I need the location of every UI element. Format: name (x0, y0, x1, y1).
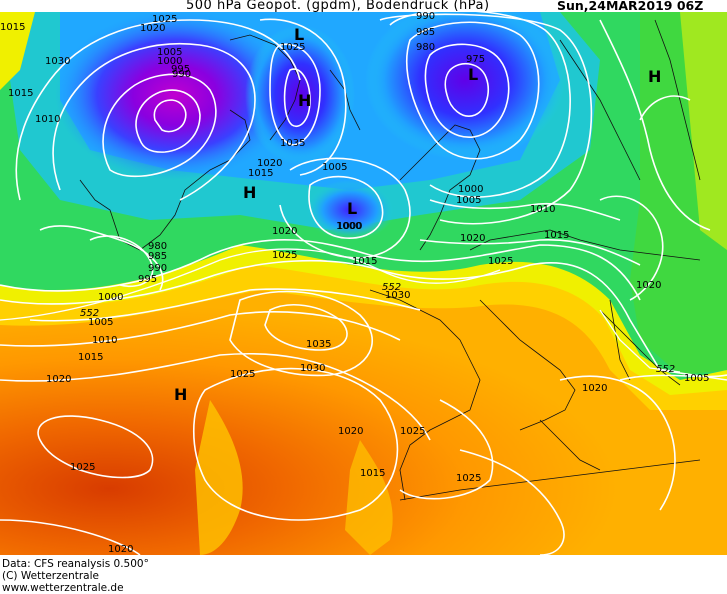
pressure-label: 1030 (385, 290, 410, 301)
pressure-label: 1025 (280, 42, 305, 53)
pressure-label: 1030 (45, 56, 70, 67)
pressure-label: 1000 (337, 221, 362, 232)
pressure-label: 990 (172, 69, 191, 80)
copyright: (C) Wetterzentrale (2, 570, 99, 582)
pressure-label: 1020 (272, 226, 297, 237)
pressure-label: 1015 (248, 168, 273, 179)
pressure-label: 1025 (272, 250, 297, 261)
pressure-label: 990 (416, 11, 435, 22)
map-area (0, 0, 727, 555)
pressure-label: 1020 (140, 23, 165, 34)
geopotential-label: 552 (382, 282, 401, 293)
pressure-label: 1025 (456, 473, 481, 484)
high-pressure-center: H (648, 67, 661, 86)
geopotential-552 (0, 248, 681, 373)
high-pressure-center: H (243, 183, 256, 202)
isobars (0, 9, 727, 556)
geopotential-labels: 552 552 552 (80, 282, 675, 375)
pressure-label: 1000 (336, 221, 361, 232)
pressure-label: 1005 (88, 317, 113, 328)
pressure-label: 1015 (78, 352, 103, 363)
geopotential-label: 552 (656, 364, 675, 375)
pressure-label: 975 (466, 54, 485, 65)
pressure-label: 1020 (108, 544, 133, 555)
pressure-label: 1005 (684, 373, 709, 384)
low-pressure-center: L (468, 65, 478, 84)
pressure-label: 995 (171, 64, 190, 75)
pressure-label: 1020 (257, 158, 282, 169)
map-title: 500 hPa Geopot. (gpdm), Bodendruck (hPa) (186, 0, 490, 13)
pressure-label: 1005 (322, 162, 347, 173)
pressure-label: 1025 (230, 369, 255, 380)
pressure-label: 1025 (152, 14, 177, 25)
pressure-label: 1025 (400, 426, 425, 437)
pressure-label: 1020 (46, 374, 71, 385)
pressure-label: 980 (416, 42, 435, 53)
pressure-label: 1035 (306, 339, 331, 350)
high-pressure-center: H (298, 91, 311, 110)
pressure-label: 1010 (92, 335, 117, 346)
pressure-label: 1015 (352, 256, 377, 267)
pressure-labels: 1025102010051000995990103010151010102510… (0, 11, 709, 555)
low-pressure-center: L (347, 199, 357, 218)
pressure-label: 1005 (456, 195, 481, 206)
pressure-label: 1015 (8, 88, 33, 99)
pressure-label: 1005 (157, 47, 182, 58)
pressure-label: 995 (138, 274, 157, 285)
pressure-label: 1035 (280, 138, 305, 149)
low-pressure-center: L (294, 25, 304, 44)
data-source: Data: CFS reanalysis 0.500° (2, 558, 149, 570)
pressure-label: 1025 (488, 256, 513, 267)
geopotential-label: 552 (80, 308, 99, 319)
pressure-label: 1025 (70, 462, 95, 473)
pressure-label: 1015 (544, 230, 569, 241)
pressure-label: 985 (148, 251, 167, 262)
pressure-label: 1020 (460, 233, 485, 244)
pressure-label: 1000 (458, 184, 483, 195)
map-date: Sun,24MAR2019 06Z (557, 0, 704, 13)
pressure-centers: L L H H L H H (174, 25, 661, 404)
website-link[interactable]: www.wetterzentrale.de (2, 582, 124, 594)
pressure-label: 1030 (300, 363, 325, 374)
pressure-label: 1000 (157, 56, 182, 67)
pressure-label: 980 (148, 241, 167, 252)
pressure-label: 1015 (0, 22, 25, 33)
pressure-label: 1015 (360, 468, 385, 479)
pressure-label: 1020 (582, 383, 607, 394)
pressure-label: 990 (148, 263, 167, 274)
pressure-label: 1000 (98, 292, 123, 303)
pressure-label: 1010 (35, 114, 60, 125)
high-pressure-center: H (174, 385, 187, 404)
pressure-label: 1010 (530, 204, 555, 215)
pressure-label: 1020 (338, 426, 363, 437)
pressure-label: 985 (416, 27, 435, 38)
pressure-label: 1020 (636, 280, 661, 291)
